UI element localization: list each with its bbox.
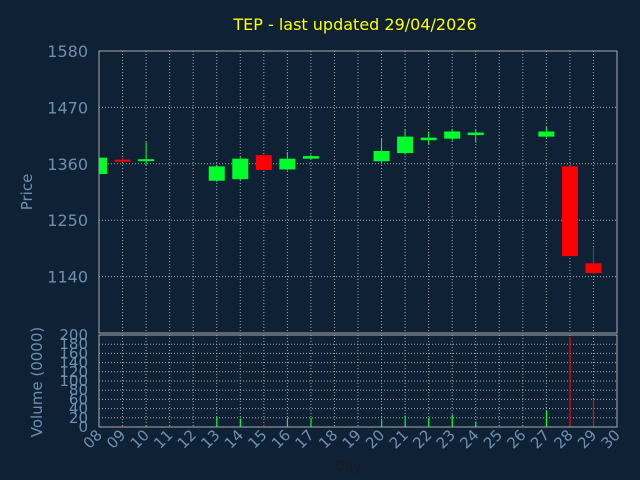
volume-tick-label: 180 <box>59 335 88 353</box>
volume-bar <box>569 337 571 427</box>
price-axis-label: Price <box>18 174 36 211</box>
candle <box>138 142 155 165</box>
candle-body <box>467 132 484 136</box>
candle <box>232 157 249 181</box>
volume-bar <box>239 418 241 427</box>
volume-tick-label: 60 <box>69 390 88 408</box>
x-tick-label: 18 <box>315 426 341 452</box>
volume-bar <box>428 417 430 427</box>
candle-body <box>561 166 578 257</box>
x-tick-label: 14 <box>221 426 247 452</box>
candle-body <box>99 157 107 175</box>
candle-body <box>138 159 155 162</box>
x-tick-label: 29 <box>574 426 600 452</box>
volume-bar <box>216 416 218 427</box>
volume-plot-frame <box>98 334 618 428</box>
x-tick-label: 15 <box>244 426 270 452</box>
volume-tick-label: 140 <box>59 354 88 372</box>
volume-bar <box>381 420 383 427</box>
candles <box>98 126 602 275</box>
x-tick-label: 27 <box>527 426 553 452</box>
candle <box>538 126 555 138</box>
candle <box>373 138 390 163</box>
volume-axis-label: Volume (0000) <box>28 327 46 437</box>
candle <box>302 154 319 160</box>
x-tick-labels: 0809101112131415161718192021222324252627… <box>80 426 624 452</box>
x-tick-label: 25 <box>480 426 506 452</box>
candle-body <box>538 131 555 137</box>
volume-bar <box>263 424 265 427</box>
volume-tick-label: 100 <box>59 372 88 390</box>
x-tick-label: 17 <box>292 426 318 452</box>
x-tick-label: 22 <box>409 426 435 452</box>
price-tick-label: 1580 <box>47 42 88 61</box>
volume-bar <box>451 414 453 427</box>
x-tick-label: 12 <box>174 426 200 452</box>
price-tick-label: 1140 <box>47 268 88 287</box>
x-tick-label: 26 <box>503 426 529 452</box>
price-tick-labels: 1580 1470 1360 1250 1140 <box>47 42 88 287</box>
volume-tick-label: 20 <box>69 409 88 427</box>
volume-bar <box>404 415 406 427</box>
candle-body <box>279 158 296 170</box>
volume-grid <box>99 334 617 428</box>
candle <box>585 247 602 275</box>
candle-body <box>397 136 414 154</box>
candle <box>467 129 484 143</box>
candle-body <box>373 150 390 162</box>
candle <box>561 165 578 257</box>
x-tick-label: 19 <box>339 426 365 452</box>
price-tick-label: 1470 <box>47 98 88 117</box>
volume-tick-label: 160 <box>59 344 88 362</box>
volume-tick-label: 80 <box>69 381 88 399</box>
candle-body <box>255 155 272 170</box>
volume-bar <box>122 425 124 427</box>
candle-body <box>208 166 225 181</box>
x-tick-label: 21 <box>386 426 412 452</box>
volume-bar <box>545 410 548 427</box>
x-tick-label: 20 <box>362 426 388 452</box>
price-grid <box>99 50 617 333</box>
x-tick-label: 10 <box>127 426 153 452</box>
candle <box>444 128 461 141</box>
x-tick-label: 13 <box>197 426 223 452</box>
price-tick-label: 1360 <box>47 155 88 174</box>
candle-body <box>232 158 249 180</box>
volume-tick-label: 120 <box>59 363 88 381</box>
volume-bar <box>310 417 312 427</box>
candle <box>279 152 296 171</box>
x-tick-label: 24 <box>456 426 482 452</box>
x-tick-label: 11 <box>150 426 176 452</box>
price-plot-frame <box>98 50 618 334</box>
x-tick-label: 23 <box>433 426 459 452</box>
chart-title: TEP - last updated 29/04/2026 <box>232 15 476 34</box>
volume-bar <box>475 421 477 427</box>
candle-body <box>114 159 131 162</box>
volume-bar <box>286 417 289 427</box>
candle-body <box>444 131 461 139</box>
candle <box>114 158 131 162</box>
candle-body <box>585 263 602 274</box>
candle-body <box>302 156 319 159</box>
volume-tick-label: 40 <box>69 400 88 418</box>
x-tick-label: 30 <box>598 426 624 452</box>
volume-tick-label: 200 <box>59 326 88 344</box>
volume-tick-label: 0 <box>78 418 88 436</box>
candle <box>208 165 225 182</box>
x-tick-label: 16 <box>268 426 294 452</box>
candle <box>255 154 272 171</box>
price-tick-label: 1250 <box>47 211 88 230</box>
candle <box>420 131 437 145</box>
x-tick-label: 09 <box>103 426 129 452</box>
volume-bars <box>122 337 595 427</box>
volume-bar <box>592 399 595 427</box>
x-tick-label: 28 <box>551 426 577 452</box>
candle-body <box>420 137 437 141</box>
candle <box>397 128 414 155</box>
candle <box>98 157 107 176</box>
x-axis-label: Day <box>334 459 362 475</box>
